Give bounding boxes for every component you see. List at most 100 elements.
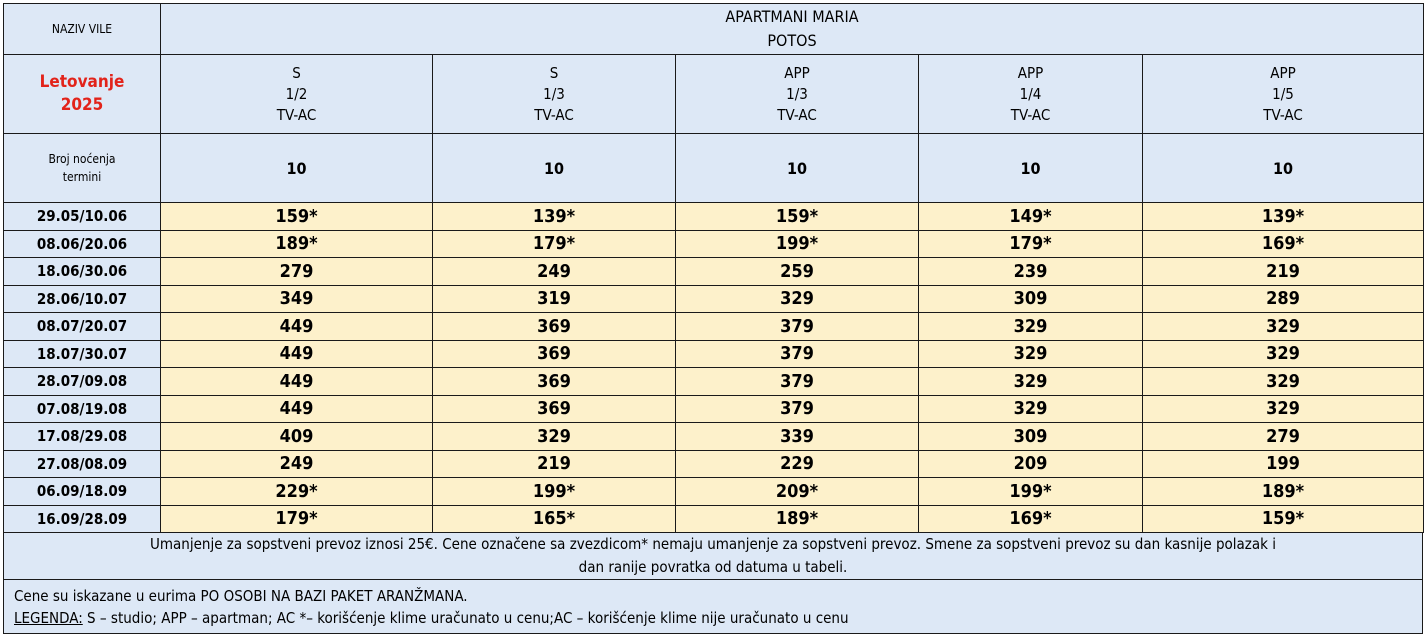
price-cell: 169* xyxy=(1141,229,1425,258)
price-row: 28.07/09.08 449 369 379 329 329 xyxy=(3,367,1425,396)
price-cell: 409 xyxy=(160,422,433,451)
date-range: 27.08/08.09 xyxy=(3,449,161,478)
property-title: APARTMANI MARIA POTOS xyxy=(159,3,1425,55)
price-cell: 279 xyxy=(160,257,433,286)
price-cell: 229* xyxy=(160,477,433,506)
price-cell: 259 xyxy=(675,257,919,286)
price-cell: 169* xyxy=(918,504,1143,533)
price-row: 07.08/19.08 449 369 379 329 329 xyxy=(3,394,1425,423)
unit-rooms: 1/4 xyxy=(1019,84,1042,103)
nights-value: 10 xyxy=(1141,133,1425,203)
property-location: POTOS xyxy=(767,31,817,50)
transport-note-line2: dan ranije povratka od datuma u tabeli. xyxy=(578,558,848,576)
transport-note: Umanjenje za sopstveni prevoz iznosi 25€… xyxy=(3,532,1423,580)
price-cell: 309 xyxy=(918,284,1143,313)
price-cell: 329 xyxy=(918,339,1143,368)
date-range: 08.06/20.06 xyxy=(3,229,161,258)
date-range: 28.07/09.08 xyxy=(3,367,161,396)
price-cell: 379 xyxy=(675,394,919,423)
price-row: 06.09/18.09 229* 199* 209* 199* 189* xyxy=(3,477,1425,506)
price-row: 28.06/10.07 349 319 329 309 289 xyxy=(3,284,1425,313)
date-range: 28.06/10.07 xyxy=(3,284,161,313)
price-row: 18.06/30.06 279 249 259 239 219 xyxy=(3,257,1425,286)
legend-label: LEGENDA: xyxy=(14,608,83,627)
price-cell: 219 xyxy=(432,449,676,478)
unit-rooms: 1/2 xyxy=(285,84,308,103)
price-cell: 369 xyxy=(432,394,676,423)
nights-label: Broj noćenja termini xyxy=(3,133,161,203)
unit-type-header: APP 1/3 TV-AC xyxy=(675,54,919,134)
price-row: 08.07/20.07 449 369 379 329 329 xyxy=(3,312,1425,341)
title-row: NAZIV VILE APARTMANI MARIA POTOS xyxy=(3,3,1425,55)
date-range: 18.06/30.06 xyxy=(3,257,161,286)
unit-rooms: 1/3 xyxy=(786,84,808,103)
nights-row: Broj noćenja termini 10 10 10 10 10 xyxy=(3,133,1425,203)
price-cell: 189* xyxy=(675,504,919,533)
price-cell: 329 xyxy=(1141,339,1425,368)
price-cell: 189* xyxy=(160,229,433,258)
legend-text: S – studio; APP – apartman; AC *– korišć… xyxy=(82,608,849,627)
legend-note: Cene su iskazane u eurima PO OSOBI NA BA… xyxy=(3,579,1423,634)
price-cell: 189* xyxy=(1141,477,1425,506)
price-cell: 379 xyxy=(675,312,919,341)
unit-features: TV-AC xyxy=(1010,105,1051,124)
nights-value: 10 xyxy=(432,133,676,203)
date-range: 06.09/18.09 xyxy=(3,477,161,506)
price-cell: 199 xyxy=(1141,449,1425,478)
unit-type: S xyxy=(549,63,559,82)
price-cell: 449 xyxy=(160,312,433,341)
price-cell: 159* xyxy=(160,202,433,231)
price-cell: 249 xyxy=(432,257,676,286)
price-table: NAZIV VILE APARTMANI MARIA POTOS Letovan… xyxy=(3,3,1425,533)
price-cell: 249 xyxy=(160,449,433,478)
season-label-line1: Letovanje xyxy=(39,72,125,92)
unit-type: S xyxy=(292,63,301,82)
transport-note-line1: Umanjenje za sopstveni prevoz iznosi 25€… xyxy=(150,535,1276,553)
price-cell: 349 xyxy=(160,284,433,313)
price-cell: 369 xyxy=(432,367,676,396)
property-name: APARTMANI MARIA xyxy=(725,7,859,26)
unit-type-header: APP 1/4 TV-AC xyxy=(918,54,1143,134)
unit-features: TV-AC xyxy=(1263,105,1303,124)
villa-name-label: NAZIV VILE xyxy=(3,3,161,55)
price-cell: 199* xyxy=(675,229,919,258)
unit-type-header: S 1/2 TV-AC xyxy=(160,54,433,134)
price-cell: 449 xyxy=(160,367,433,396)
unit-type: APP xyxy=(1270,63,1296,82)
season-label-year: 2025 xyxy=(60,95,104,115)
price-cell: 369 xyxy=(432,312,676,341)
price-cell: 199* xyxy=(918,477,1143,506)
notes-table: Umanjenje za sopstveni prevoz iznosi 25€… xyxy=(3,532,1423,634)
price-row: 18.07/30.07 449 369 379 329 329 xyxy=(3,339,1425,368)
price-cell: 329 xyxy=(918,312,1143,341)
price-cell: 449 xyxy=(160,394,433,423)
season-label: Letovanje 2025 xyxy=(3,54,161,134)
price-row: 16.09/28.09 179* 165* 189* 169* 159* xyxy=(3,504,1425,533)
date-range: 17.08/29.08 xyxy=(3,422,161,451)
price-cell: 329 xyxy=(918,394,1143,423)
date-range: 16.09/28.09 xyxy=(3,504,161,533)
date-range: 08.07/20.07 xyxy=(3,312,161,341)
price-cell: 209* xyxy=(675,477,919,506)
price-cell: 329 xyxy=(675,284,919,313)
legend-line: LEGENDA: S – studio; APP – apartman; AC … xyxy=(14,607,1412,629)
price-cell: 319 xyxy=(432,284,676,313)
nights-value: 10 xyxy=(160,133,433,203)
nights-value: 10 xyxy=(675,133,919,203)
price-cell: 329 xyxy=(918,367,1143,396)
price-cell: 329 xyxy=(1141,312,1425,341)
unit-rooms: 1/3 xyxy=(543,84,565,103)
unit-rooms: 1/5 xyxy=(1272,84,1294,103)
price-row: 29.05/10.06 159* 139* 159* 149* 139* xyxy=(3,202,1425,231)
price-cell: 229 xyxy=(675,449,919,478)
unit-type-row: Letovanje 2025 S 1/2 TV-AC S 1/3 TV-AC APP 1/3 T… xyxy=(3,54,1425,134)
price-cell: 159* xyxy=(1141,504,1425,533)
currency-note: Cene su iskazane u eurima PO OSOBI NA BA… xyxy=(14,586,468,605)
nights-label-line2: termini xyxy=(62,170,102,184)
nights-label-line1: Broj noćenja xyxy=(48,152,116,166)
price-cell: 329 xyxy=(1141,394,1425,423)
price-cell: 329 xyxy=(1141,367,1425,396)
price-cell: 279 xyxy=(1141,422,1425,451)
price-cell: 209 xyxy=(918,449,1143,478)
price-row: 17.08/29.08 409 329 339 309 279 xyxy=(3,422,1425,451)
